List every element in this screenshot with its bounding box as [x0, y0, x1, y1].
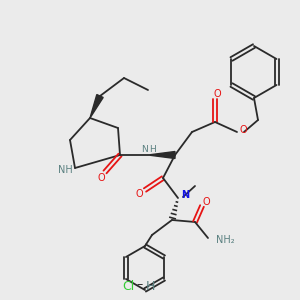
Text: O: O: [202, 197, 210, 207]
Text: Cl: Cl: [122, 280, 134, 292]
Text: O: O: [97, 173, 105, 183]
Text: –: –: [137, 278, 143, 292]
Text: NH₂: NH₂: [216, 235, 235, 245]
Text: H: H: [145, 280, 155, 292]
Text: NH: NH: [58, 165, 72, 175]
Text: O: O: [135, 189, 143, 199]
Text: N: N: [181, 190, 189, 200]
Text: O: O: [213, 89, 221, 99]
Text: H: H: [148, 146, 155, 154]
Text: N: N: [142, 146, 148, 154]
Polygon shape: [148, 152, 175, 158]
Text: O: O: [240, 125, 247, 135]
Polygon shape: [90, 94, 103, 118]
